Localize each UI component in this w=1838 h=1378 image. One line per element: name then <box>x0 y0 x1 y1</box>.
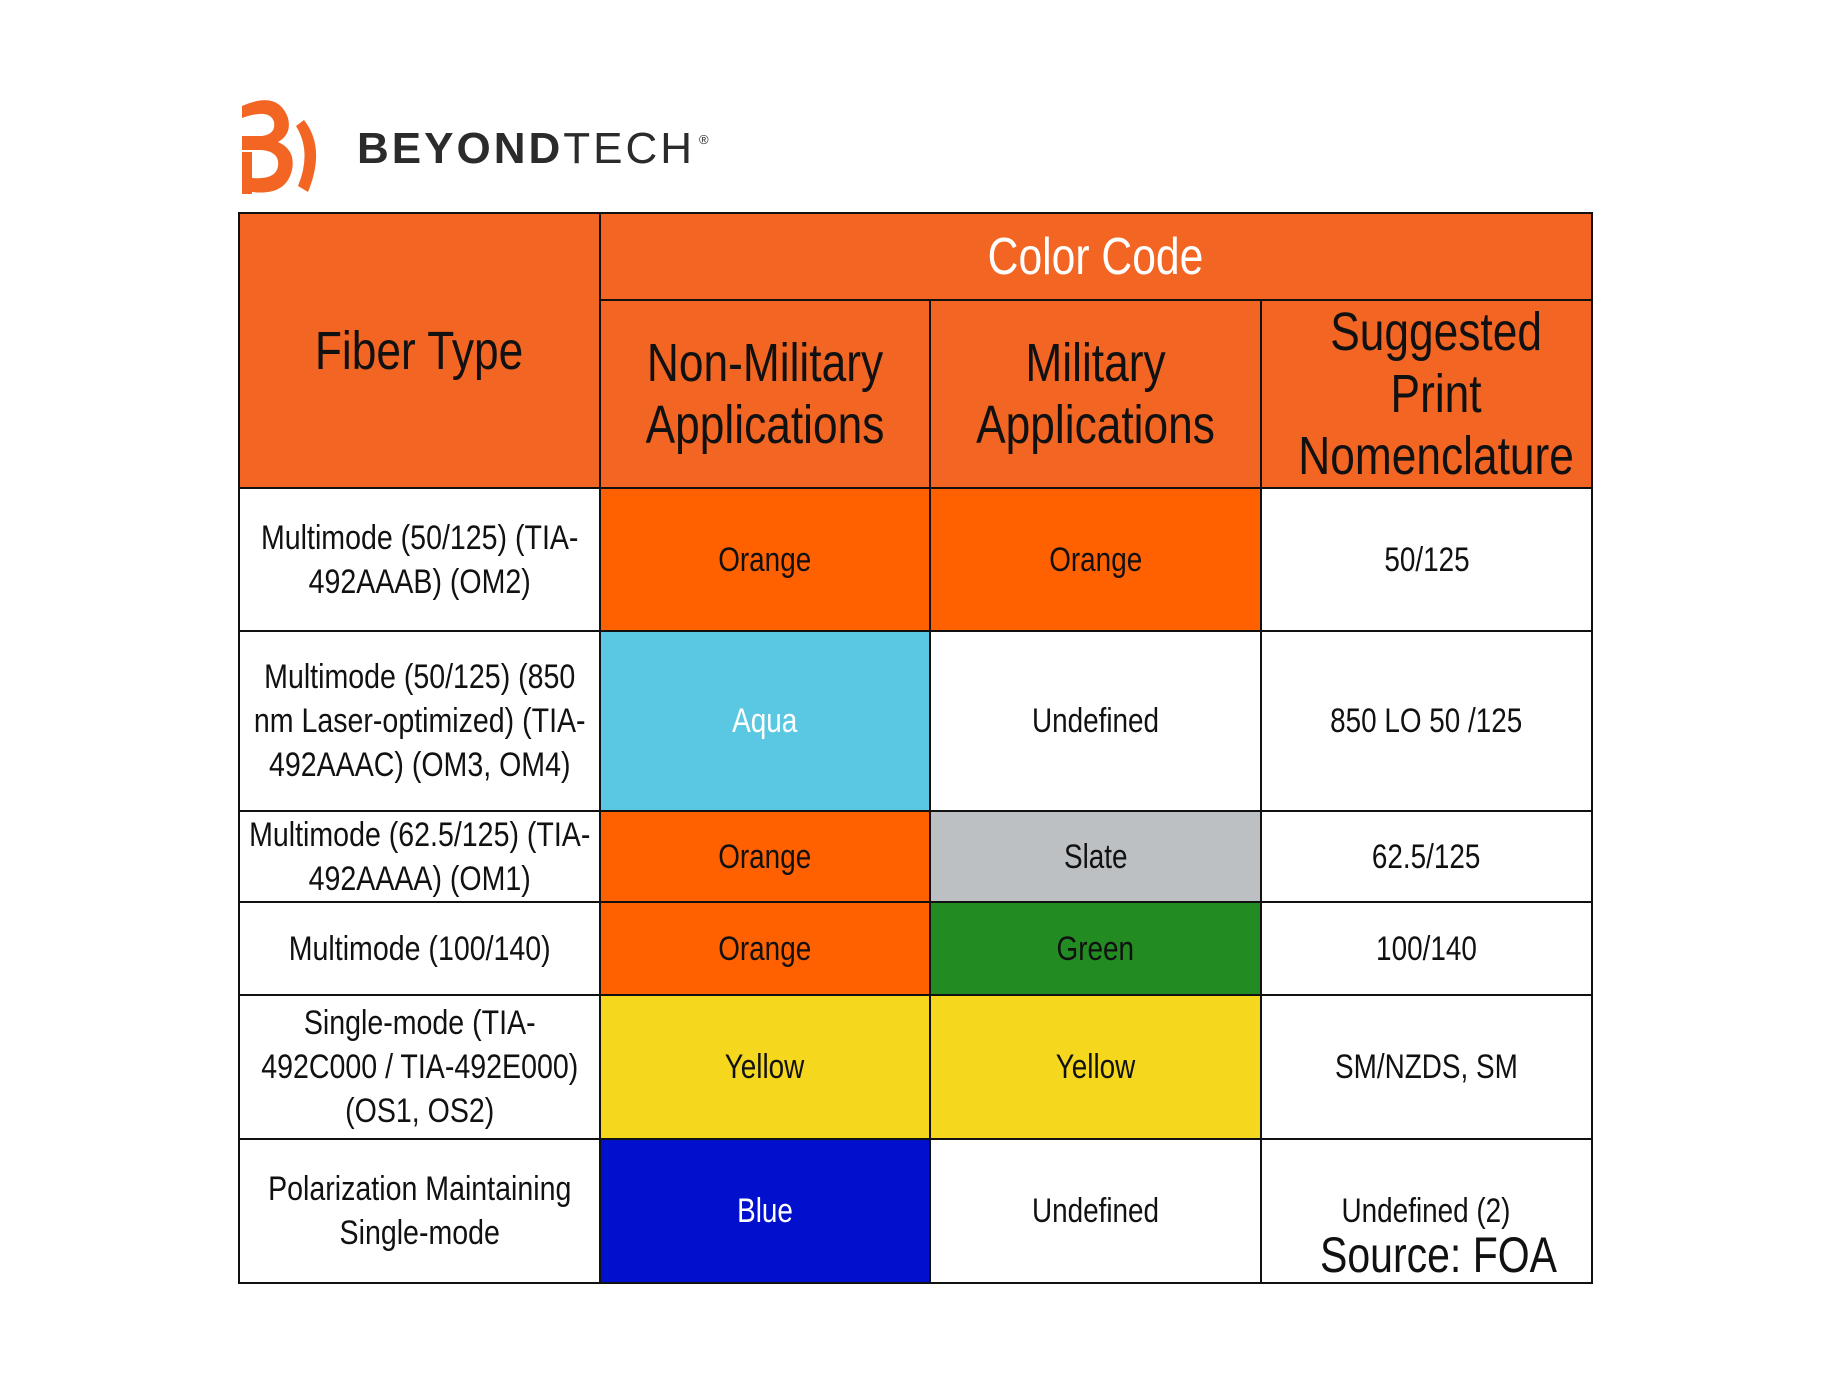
brand-name: BEYONDTECH ® <box>357 124 712 173</box>
print-nomenclature-cell: Undefined (2) <box>1260 1138 1593 1284</box>
print-nomenclature-cell: 50/125 <box>1260 487 1593 632</box>
military-color-cell: Yellow <box>929 994 1262 1140</box>
fiber-type-cell-text: Single-mode (TIA-492C000 / TIA-492E000) … <box>260 1004 579 1130</box>
fiber-type-cell: Multimode (50/125) (850 nm Laser-optimiz… <box>238 630 601 812</box>
military-color-cell: Slate <box>929 810 1262 903</box>
header-print-nomenclature: Suggested Print Nomenclature <box>1260 299 1593 489</box>
fiber-type-cell: Single-mode (TIA-492C000 / TIA-492E000) … <box>238 994 601 1140</box>
print-nomenclature-cell-text: Undefined (2) <box>1342 1192 1511 1230</box>
fiber-type-cell-text: Multimode (50/125) (TIA-492AAAB) (OM2) <box>260 518 579 601</box>
military-color-cell-text: Orange <box>1049 540 1142 579</box>
beyondtech-logo-icon <box>242 100 317 194</box>
fiber-type-cell: Polarization Maintaining Single-mode <box>238 1138 601 1284</box>
print-nomenclature-cell: 62.5/125 <box>1260 810 1593 903</box>
fiber-type-cell: Multimode (100/140) <box>238 901 601 996</box>
non-military-color-cell: Orange <box>599 810 931 903</box>
print-nomenclature-cell-text: 850 LO 50 /125 <box>1330 702 1523 740</box>
fiber-color-code-table: Fiber Type Color Code Non-Military Appli… <box>238 212 1593 1284</box>
fiber-type-cell-text: Multimode (50/125) (850 nm Laser-optimiz… <box>253 658 586 784</box>
fiber-type-cell-text: Multimode (62.5/125) (TIA-492AAAA) (OM1) <box>248 815 591 898</box>
non-military-color-cell: Orange <box>599 487 931 632</box>
non-military-color-cell-text: Aqua <box>732 702 798 740</box>
military-color-cell: Green <box>929 901 1262 996</box>
fiber-type-cell: Multimode (50/125) (TIA-492AAAB) (OM2) <box>238 487 601 632</box>
print-nomenclature-cell: 100/140 <box>1260 901 1593 996</box>
table-row: Multimode (50/125) (TIA-492AAAB) (OM2) Or… <box>238 487 1593 632</box>
header-non-military: Non-Military Applications <box>599 299 931 489</box>
print-nomenclature-cell: SM/NZDS, SM <box>1260 994 1593 1140</box>
fiber-type-cell: Multimode (62.5/125) (TIA-492AAAA) (OM1) <box>238 810 601 903</box>
header-fiber-type: Fiber Type <box>238 212 601 489</box>
header-color-code: Color Code <box>599 212 1593 301</box>
table-row: Multimode (100/140) Orange Green 100/140 <box>238 901 1593 996</box>
non-military-color-cell: Aqua <box>599 630 931 812</box>
military-color-cell: Undefined <box>929 630 1262 812</box>
military-color-cell: Orange <box>929 487 1262 632</box>
source-note: Source: FOA <box>1320 1227 1557 1283</box>
military-color-cell-text: Undefined <box>1031 702 1160 740</box>
table-row: Multimode (50/125) (850 nm Laser-optimiz… <box>238 630 1593 812</box>
military-color-cell: Undefined <box>929 1138 1262 1284</box>
fiber-type-cell-text: Polarization Maintaining Single-mode <box>267 1170 572 1252</box>
non-military-color-cell: Yellow <box>599 994 931 1140</box>
print-nomenclature-cell-text: 50/125 <box>1383 540 1470 579</box>
table-row: Multimode (62.5/125) (TIA-492AAAA) (OM1)… <box>238 810 1593 903</box>
table-row: Single-mode (TIA-492C000 / TIA-492E000) … <box>238 994 1593 1140</box>
print-nomenclature-cell: 850 LO 50 /125 <box>1260 630 1593 812</box>
print-nomenclature-cell-text: 62.5/125 <box>1372 837 1481 876</box>
non-military-color-cell-text: Yellow <box>725 1048 805 1086</box>
print-nomenclature-cell-text: SM/NZDS, SM <box>1335 1048 1518 1086</box>
non-military-color-cell-text: Orange <box>718 837 812 876</box>
header-military: Military Applications <box>929 299 1262 489</box>
military-color-cell-text: Undefined <box>1031 1192 1160 1230</box>
non-military-color-cell-text: Orange <box>718 929 812 968</box>
table-row: Polarization Maintaining Single-mode Blue… <box>238 1138 1593 1284</box>
military-color-cell-text: Slate <box>1063 837 1128 876</box>
non-military-color-cell-text: Blue <box>737 1192 793 1230</box>
non-military-color-cell: Blue <box>599 1138 931 1284</box>
non-military-color-cell-text: Orange <box>718 540 812 579</box>
print-nomenclature-cell-text: 100/140 <box>1376 929 1477 968</box>
military-color-cell-text: Yellow <box>1055 1048 1136 1086</box>
non-military-color-cell: Orange <box>599 901 931 996</box>
fiber-type-cell-text: Multimode (100/140) <box>288 929 551 968</box>
military-color-cell-text: Green <box>1056 929 1135 968</box>
